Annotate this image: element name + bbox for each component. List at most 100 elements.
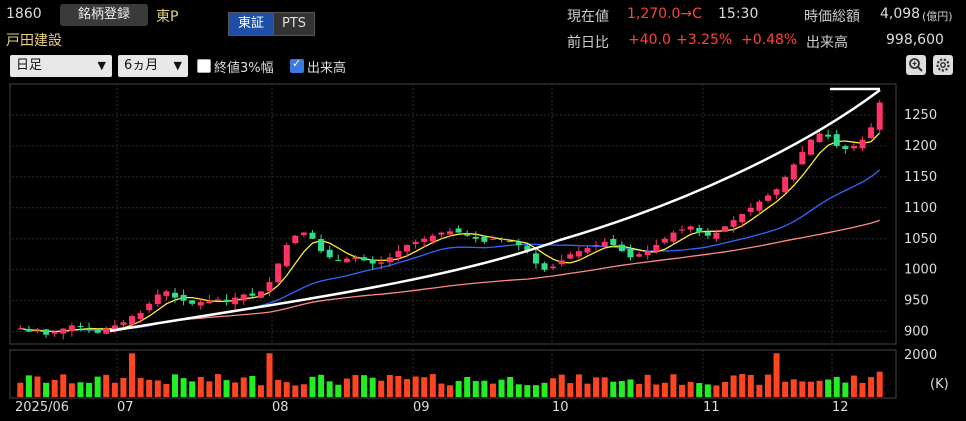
volume-bar (318, 374, 325, 397)
volume-bar (713, 385, 720, 397)
change-pct: +3.25% (676, 32, 733, 48)
candle-body (326, 249, 333, 258)
volume-bar (868, 377, 875, 397)
volume-unit-label: (K) (930, 377, 949, 392)
candle-body (790, 164, 797, 180)
volume-bar (189, 381, 196, 397)
volume-bar (704, 384, 711, 397)
y-tick-label: 1250 (904, 108, 937, 123)
price-time: 15:30 (718, 6, 759, 22)
volume-bar (335, 384, 342, 397)
zoom-button[interactable] (906, 55, 926, 75)
volume-bar (429, 374, 436, 397)
candle-body (687, 226, 694, 230)
volume-bar (206, 381, 213, 397)
candle-body (197, 301, 204, 306)
candle-body (696, 227, 703, 233)
candle-body (111, 325, 118, 331)
tab-pts[interactable]: PTS (273, 12, 315, 36)
volume-bar (94, 376, 101, 397)
mcap-unit: (億円) (922, 10, 953, 23)
volume-bar (232, 382, 239, 397)
period-select-value: 日足 (16, 58, 43, 73)
candle-body (43, 329, 50, 335)
candle-body (550, 266, 557, 269)
candle-body (627, 249, 634, 258)
volume-checkbox[interactable] (290, 57, 304, 73)
candle-body (378, 262, 385, 264)
volume-checkbox-wrap[interactable]: 出来高 (290, 55, 360, 77)
volume-bar (739, 374, 746, 397)
candle-body (214, 299, 221, 301)
volume-bar (129, 353, 136, 397)
volume-bar (722, 381, 729, 397)
x-tick-label: 11 (703, 400, 720, 415)
volume-bar (799, 381, 806, 397)
candle-body (868, 127, 875, 138)
volume-bar (782, 381, 789, 397)
volume-bar (575, 374, 582, 397)
volume-bar (17, 382, 24, 397)
candle-body (60, 328, 67, 334)
volume-bar (137, 378, 144, 397)
volume-bar (515, 384, 522, 397)
register-button[interactable]: 銘柄登録 (60, 4, 148, 26)
candle-body (782, 176, 789, 193)
candle-body (275, 263, 282, 283)
period-select[interactable]: 日足 ▼ (10, 55, 112, 77)
candle-body (584, 248, 591, 253)
volume-bar (661, 382, 668, 397)
candle-body (644, 251, 651, 255)
candle-body (292, 235, 299, 244)
gear-icon (936, 58, 950, 72)
candle-body (747, 207, 754, 212)
settings-button[interactable] (933, 55, 953, 75)
candle-body (446, 231, 454, 235)
volume-bar (532, 385, 539, 397)
candle-body (799, 152, 806, 165)
volume-bar (25, 375, 32, 397)
candle-body (309, 232, 316, 239)
candle-body (120, 322, 127, 325)
volume-bar (472, 380, 479, 397)
candle-body (636, 254, 643, 257)
candle-body (240, 294, 247, 301)
candle-body (825, 134, 832, 137)
candle-body (404, 244, 411, 252)
candle-body (618, 244, 625, 252)
candle-body (773, 189, 780, 195)
candle-body (154, 294, 161, 305)
volume-bar (266, 353, 273, 397)
candle-body (601, 241, 608, 247)
candle-body (300, 232, 307, 235)
tab-tosho[interactable]: 東証 (228, 12, 274, 36)
volume-bar (34, 376, 41, 397)
candle-body (429, 235, 436, 242)
band-checkbox-wrap[interactable]: 終値3%幅 (197, 55, 287, 77)
volume-bar (68, 383, 75, 397)
candle-body (232, 297, 239, 305)
volume-bar (163, 383, 170, 397)
price-label: 現在値 (567, 9, 609, 25)
volume-bar (292, 385, 299, 397)
volume-bar (876, 371, 883, 397)
volume-bar (343, 378, 350, 397)
mcap-value: 4,098 (880, 6, 921, 22)
volume-bar (249, 375, 256, 397)
candle-body (739, 214, 746, 223)
volume-bar (558, 374, 565, 397)
volume-top-label: 2000 (904, 348, 937, 363)
band-checkbox[interactable] (197, 59, 211, 73)
volume-bar (790, 379, 797, 397)
candle-body (257, 291, 264, 298)
volume-bar (764, 374, 771, 397)
volume-checkbox-label: 出来高 (307, 61, 347, 76)
candle-body (51, 331, 58, 334)
candle-body (412, 241, 419, 245)
volume-bar (283, 382, 290, 397)
range-select[interactable]: 6ヵ月 ▼ (118, 55, 188, 77)
search-icon (909, 58, 923, 72)
volume-bar (601, 377, 608, 397)
volume-value: 998,600 (886, 32, 944, 48)
